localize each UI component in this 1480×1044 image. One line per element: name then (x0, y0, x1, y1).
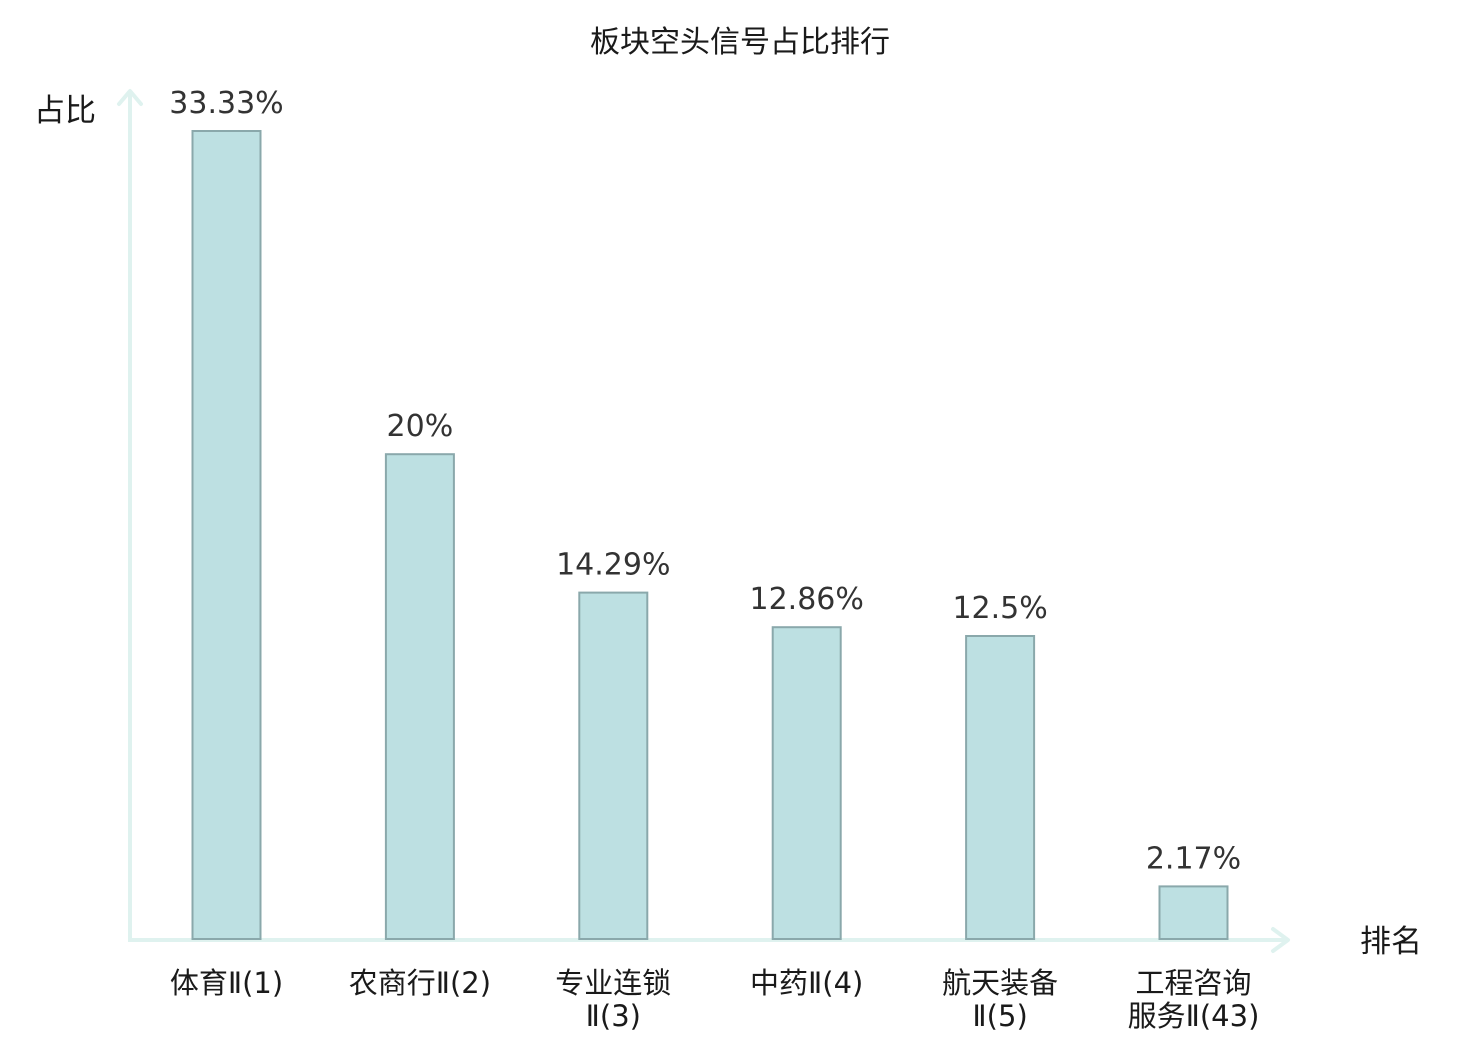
bar-1 (191, 130, 262, 940)
value-label-3: 14.29% (556, 548, 670, 583)
category-label-line: 航天装备 (942, 966, 1058, 1000)
x-axis-arrow (1271, 927, 1290, 953)
value-label-1: 33.33% (169, 86, 283, 121)
value-label-2: 20% (387, 409, 454, 444)
category-label-2: 农商行Ⅱ(2) (349, 966, 491, 1000)
category-label-line: Ⅱ(5) (972, 999, 1027, 1033)
x-axis-label: 排名 (1360, 924, 1422, 960)
category-label-line: 工程咨询 (1135, 966, 1251, 1000)
value-label-5: 12.5% (952, 591, 1047, 626)
category-label-line: Ⅱ(3) (586, 999, 641, 1033)
category-label-3: 专业连锁 Ⅱ(3) (555, 966, 671, 1033)
category-label-5: 航天装备 Ⅱ(5) (942, 966, 1058, 1033)
category-label-6: 工程咨询服务Ⅱ(43) (1128, 966, 1260, 1033)
axes (117, 89, 1290, 953)
category-label-line: 农商行Ⅱ(2) (349, 966, 491, 1000)
value-label-4: 12.86% (750, 582, 864, 617)
category-label-4: 中药Ⅱ(4) (750, 966, 863, 1000)
category-label-line: 服务Ⅱ(43) (1128, 999, 1260, 1033)
value-label-6: 2.17% (1146, 841, 1241, 876)
category-label-line: 中药Ⅱ(4) (750, 966, 863, 1000)
y-axis-arrow (117, 89, 143, 106)
bar-2 (384, 453, 455, 940)
bar-3 (578, 591, 649, 940)
category-labels: 体育Ⅱ(1) 农商行Ⅱ(2) 专业连锁 Ⅱ(3) 中药Ⅱ(4) 航天装备 Ⅱ(5) 工程咨询服… (170, 966, 1260, 1033)
chart-title: 板块空头信号占比排行 (590, 25, 890, 60)
y-axis-label: 占比 (34, 93, 96, 129)
value-labels: 33.33% 20% 14.29% 12.86% 12.5% 2.17% (169, 86, 1241, 876)
bar-4 (771, 626, 842, 940)
bar-series (191, 130, 1229, 941)
category-label-1: 体育Ⅱ(1) (170, 966, 283, 1000)
bar-6 (1158, 885, 1229, 941)
bar-5 (965, 635, 1036, 940)
category-label-line: 专业连锁 (555, 966, 671, 1000)
category-label-line: 体育Ⅱ(1) (170, 966, 283, 1000)
